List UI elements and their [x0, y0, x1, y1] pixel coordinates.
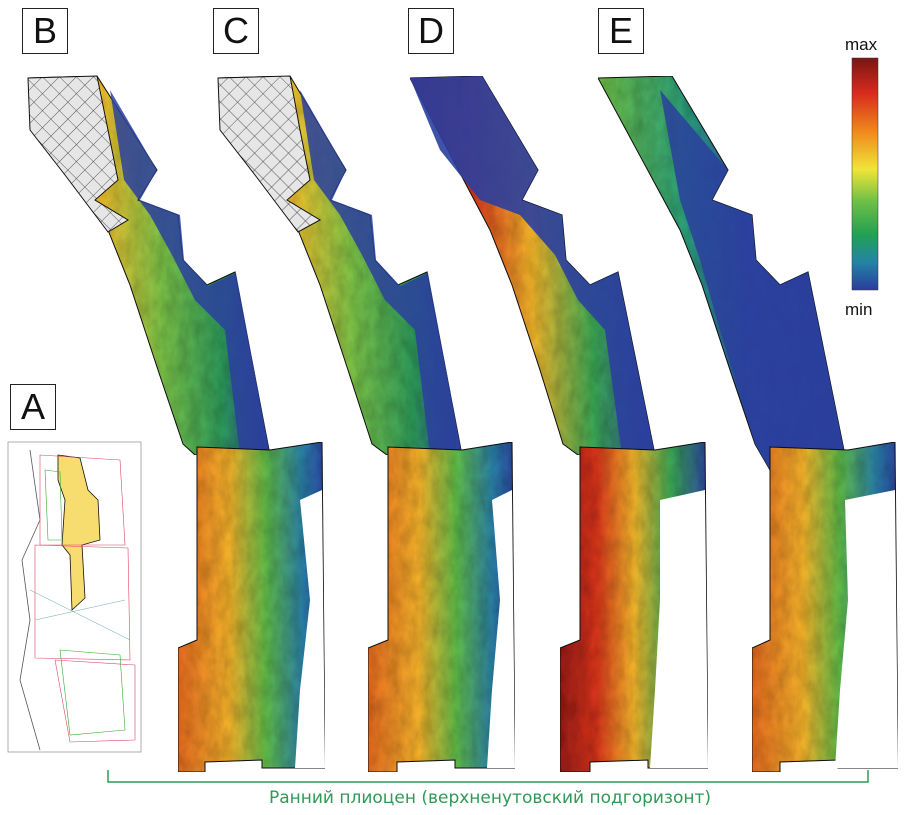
panel-label-d: D	[408, 8, 454, 54]
lower-white-c	[487, 490, 515, 768]
lower-white-d	[650, 490, 708, 768]
map-panel-d	[409, 75, 709, 773]
lower-block-b	[177, 441, 326, 773]
upper-blue-d	[410, 76, 655, 455]
inset-map-a	[7, 441, 142, 753]
colorbar-max-label: max	[845, 35, 878, 54]
hatched-area-b	[27, 75, 129, 233]
panel-label-a: A	[10, 384, 56, 430]
panel-label-c: C	[213, 8, 259, 54]
map-panel-b	[27, 75, 326, 773]
panel-label-e: E	[598, 8, 644, 54]
upper-blue-c	[300, 90, 462, 455]
inset-study-area	[57, 454, 101, 611]
map-panel-c	[217, 75, 516, 773]
colorbar-min-label: min	[845, 300, 873, 319]
map-panel-e	[597, 75, 899, 773]
lower-white-e	[835, 490, 898, 768]
figure-caption: Ранний плиоцен (верхненутовский подгориз…	[268, 788, 712, 808]
lower-block-c	[367, 441, 516, 773]
panel-label-b: B	[22, 8, 68, 54]
period-bracket	[107, 770, 869, 783]
upper-blue-e	[660, 90, 848, 470]
hatched-area-c	[217, 75, 322, 233]
lower-white-b	[295, 490, 325, 768]
colorbar	[851, 57, 879, 291]
upper-blue-b	[110, 90, 270, 455]
